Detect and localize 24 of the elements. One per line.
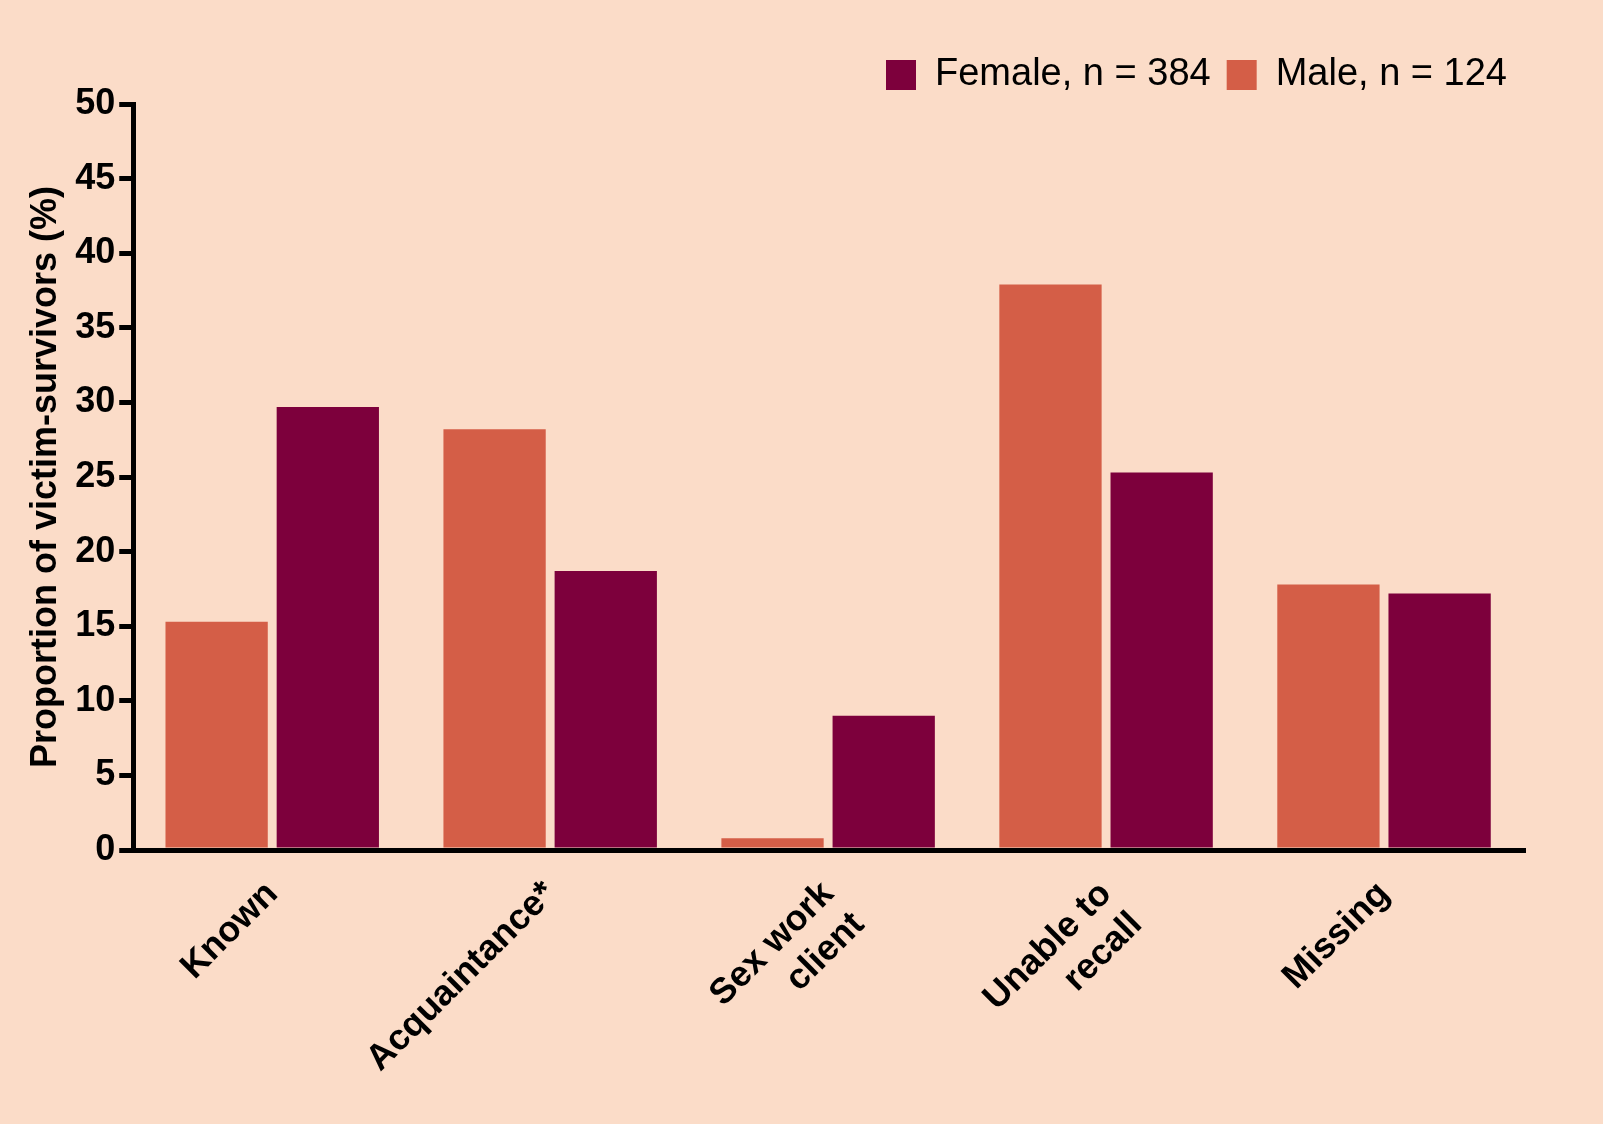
y-tick-label: 40 [75,230,116,272]
y-tick-label: 45 [75,155,116,197]
bar [721,838,824,848]
y-tick-label: 0 [95,827,116,868]
y-tick-label: 25 [75,453,116,495]
bar [276,406,379,848]
bar [1277,584,1380,848]
y-tick-label: 50 [75,80,116,122]
y-tick-label: 30 [75,379,116,421]
legend-label: Female, n = 384 [935,51,1211,94]
y-tick-label: 15 [75,603,116,645]
bar [1110,472,1213,848]
bar [554,571,657,848]
bar [999,284,1102,848]
bar [443,429,546,848]
bar [832,715,935,848]
y-tick-label: 35 [75,304,116,346]
bar [1388,593,1491,848]
y-tick-label: 20 [75,528,116,570]
y-axis-title: Proportion of victim-survivors (%) [22,186,64,769]
y-tick-label: 10 [75,677,116,719]
bar [165,621,268,848]
legend-label: Male, n = 124 [1275,51,1508,94]
y-tick-label: 5 [95,752,116,794]
